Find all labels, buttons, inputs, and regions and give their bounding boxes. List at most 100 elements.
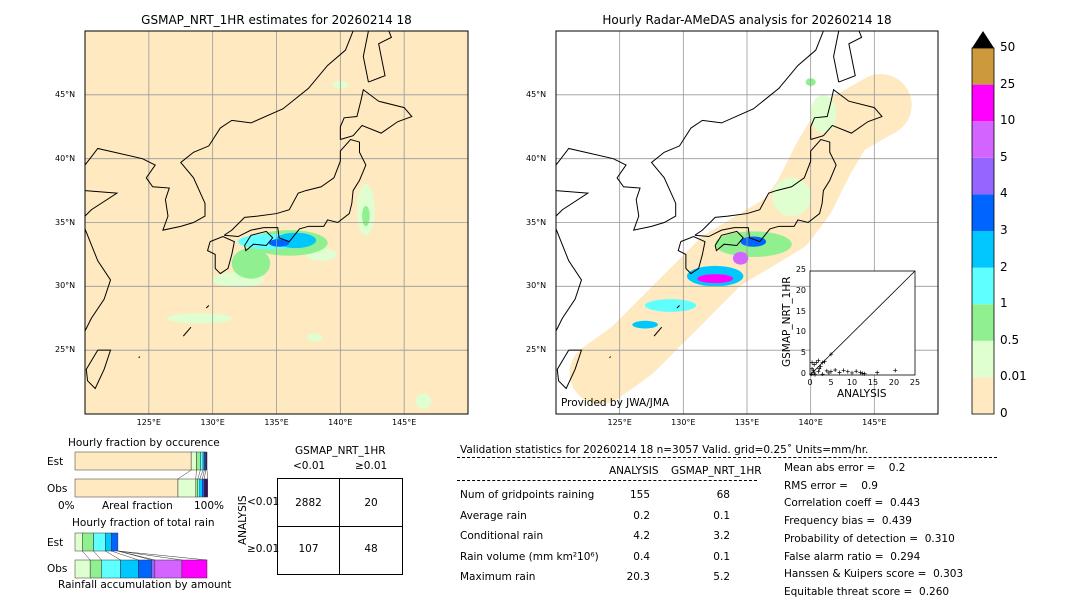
occurrence-title: Hourly fraction by occurence xyxy=(68,437,220,449)
coastline xyxy=(714,230,744,252)
colorbar-tick-label: 4 xyxy=(1000,186,1008,201)
coastline xyxy=(206,236,235,275)
lat-tick-label: 40°N xyxy=(526,153,547,163)
row-header-ge: ≥0.01 xyxy=(247,543,280,555)
rain-bar-segment xyxy=(111,532,119,552)
scatter-point xyxy=(813,372,818,377)
rain-area xyxy=(167,313,232,324)
scatter-point xyxy=(858,370,863,375)
scatter-point xyxy=(816,369,821,374)
rain-fraction-title: Hourly fraction of total rain xyxy=(72,517,215,529)
lon-tick-label: 140°E xyxy=(798,418,823,427)
lon-tick-label: 135°E xyxy=(264,418,289,427)
stat-gsmap-value: 68 xyxy=(716,489,730,501)
left-map-title: GSMAP_NRT_1HR estimates for 20260214 18 xyxy=(141,13,412,27)
analysis-map xyxy=(555,30,939,415)
scatter-point xyxy=(810,360,815,365)
scatter-y-tick: 15 xyxy=(795,306,806,316)
lon-tick-label: 140°E xyxy=(328,418,353,427)
coastline xyxy=(85,190,119,217)
map-frame xyxy=(84,30,469,415)
coastline xyxy=(694,138,837,243)
connector-line xyxy=(206,469,208,480)
scatter-point xyxy=(837,370,842,375)
rain-area xyxy=(772,177,811,217)
rain-area xyxy=(362,205,370,227)
colorbar-frame xyxy=(971,47,995,415)
right-map-title: Hourly Radar-AMeDAS analysis for 2026021… xyxy=(602,13,892,27)
rain-area xyxy=(732,251,749,265)
scatter-point xyxy=(841,368,846,373)
scatter-point xyxy=(818,364,823,369)
lon-tick-label: 130°E xyxy=(671,418,696,427)
rain-bar-segment xyxy=(74,559,91,579)
lat-tick-label: 40°N xyxy=(55,153,76,163)
colorbar-segment xyxy=(972,48,994,85)
occurrence-bar-segment xyxy=(74,478,179,498)
stat-gsmap-value: 0.1 xyxy=(713,509,730,522)
rain-xlabel: Rainfall accumulation by amount xyxy=(58,579,232,591)
score-line: RMS error = 0.9 xyxy=(784,479,878,492)
score-line: Probability of detection = 0.310 xyxy=(784,532,955,545)
connector-line xyxy=(197,469,201,480)
rain-bar-segment xyxy=(82,532,94,552)
contingency-title: GSMAP_NRT_1HR xyxy=(295,445,386,457)
occurrence-bar-segment xyxy=(202,478,205,498)
rain-area xyxy=(810,94,837,134)
occurrence-bar-segment xyxy=(199,478,203,498)
coastline xyxy=(339,88,413,140)
rain-bar-segment xyxy=(101,559,121,579)
connector-line xyxy=(117,550,155,561)
scatter-point xyxy=(817,366,822,371)
cell-miss: 107 xyxy=(298,543,319,555)
stat-analysis-value: 4.2 xyxy=(633,530,650,542)
scatter-y-tick: 10 xyxy=(795,327,806,337)
cell-hit-none: 2882 xyxy=(295,497,322,509)
rain-area xyxy=(268,239,290,247)
scatter-point xyxy=(875,370,880,375)
col-header-ge: ≥0.01 xyxy=(355,460,388,472)
scatter-point xyxy=(809,372,814,377)
scatter-point xyxy=(822,359,827,364)
stat-gsmap-value: 3.2 xyxy=(713,530,730,542)
colorbar-segment xyxy=(972,377,994,414)
occurrence-bar-segment xyxy=(177,478,197,498)
scatter-x-tick: 20 xyxy=(888,378,900,387)
coastline xyxy=(653,326,663,337)
scatter-point xyxy=(860,371,865,376)
colorbar-segment xyxy=(972,121,994,158)
colorbar-segment xyxy=(972,157,994,195)
coastline xyxy=(556,349,583,390)
coastline xyxy=(677,236,706,275)
rain-area xyxy=(231,247,271,279)
occurrence-bar-segment xyxy=(195,478,199,498)
rain-obs-label: Obs xyxy=(47,563,68,575)
scatter-x-tick: 15 xyxy=(867,378,879,387)
coastline xyxy=(609,356,612,359)
occurrence-bar-segment xyxy=(200,451,204,471)
scatter-y-tick: 0 xyxy=(800,369,806,378)
rain-bar-segment xyxy=(151,559,156,579)
occ-obs-label: Obs xyxy=(47,483,68,495)
coastline xyxy=(556,228,583,332)
scatter-point xyxy=(854,369,859,374)
stats-col-gsmap: GSMAP_NRT_1HR xyxy=(671,465,762,477)
connector-line xyxy=(117,550,208,561)
score-line: False alarm ratio = 0.294 xyxy=(784,550,921,563)
stat-analysis-value: 20.3 xyxy=(626,571,650,583)
rain-bar-segment xyxy=(74,532,83,552)
coastline xyxy=(810,88,883,140)
stat-analysis-value: 0.4 xyxy=(633,550,650,563)
colorbar-extend-triangle xyxy=(972,31,994,48)
lat-tick-label: 25°N xyxy=(526,345,547,355)
colorbar-tick-label: 3 xyxy=(1000,223,1008,237)
scatter-point xyxy=(811,368,816,373)
rain-bar-segment xyxy=(105,532,112,552)
lat-tick-label: 30°N xyxy=(526,281,547,291)
one-to-one-line xyxy=(809,270,916,376)
row-header-lt: <0.01 xyxy=(247,496,280,508)
occurrence-bar-segment xyxy=(197,478,200,498)
stat-analysis-value: 0.2 xyxy=(633,509,650,522)
stats-divider xyxy=(457,457,997,458)
lon-tick-label: 125°E xyxy=(607,418,632,427)
